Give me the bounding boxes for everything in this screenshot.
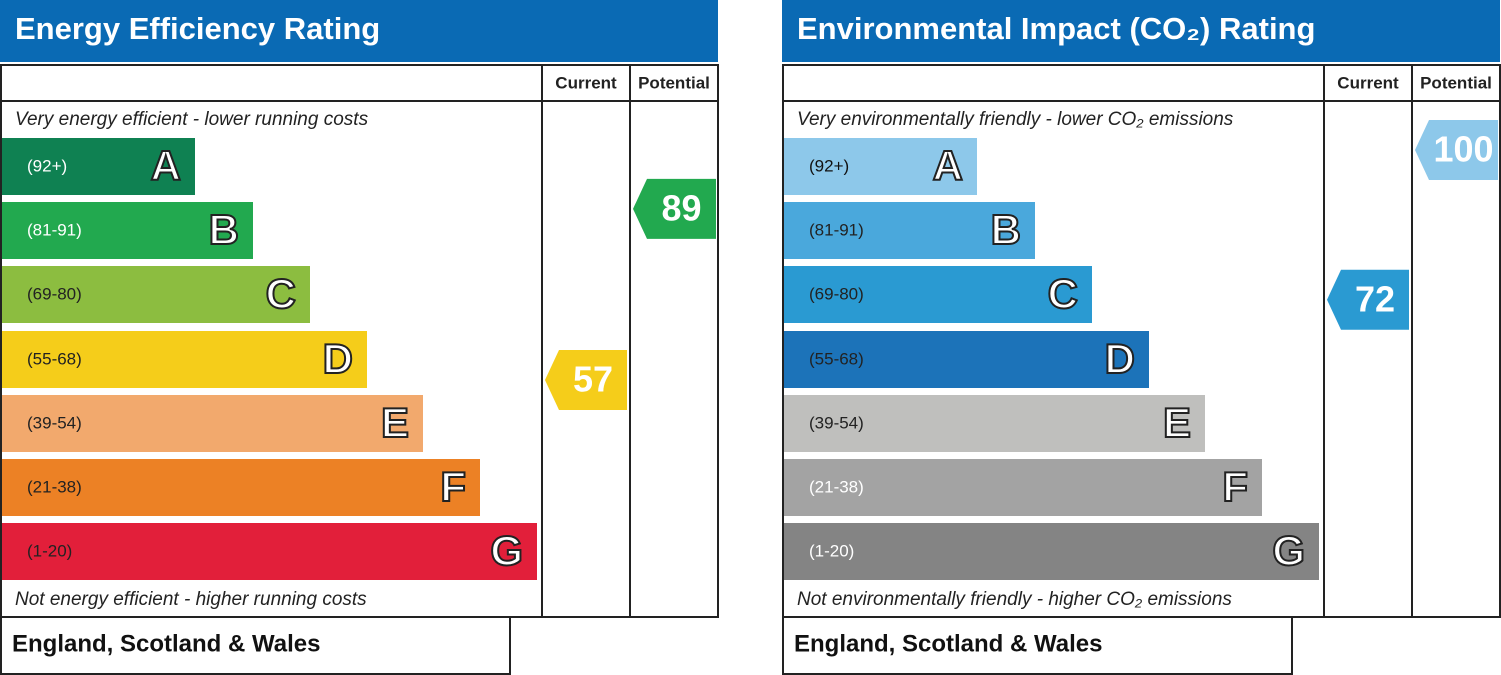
band-letter: E [1163, 399, 1191, 446]
band-range: (39-54) [809, 413, 864, 432]
band-letter: E [381, 399, 409, 446]
footer-box [0, 616, 511, 675]
band-range: (55-68) [27, 349, 82, 368]
rating-value: 100 [1433, 129, 1493, 170]
band-letter: C [266, 270, 296, 317]
band-letter: G [1272, 527, 1305, 574]
column-header: Potential [1420, 73, 1492, 92]
band-letter: C [1048, 270, 1078, 317]
rating-arrow [1415, 120, 1498, 180]
bottom-note: Not environmentally friendly - higher CO… [797, 589, 1232, 610]
band [2, 523, 537, 580]
band-letter: F [440, 463, 466, 510]
band-letter: D [1105, 335, 1135, 382]
band-range: (81-91) [27, 220, 82, 239]
band [784, 523, 1319, 580]
rating-value: 57 [573, 359, 613, 400]
rating-arrow [1327, 269, 1409, 330]
band [784, 266, 1092, 323]
column-header: Current [555, 73, 617, 92]
title-bar [0, 0, 718, 62]
top-note: Very environmentally friendly - lower CO… [797, 109, 1234, 130]
band-range: (92+) [809, 156, 849, 175]
footer: England, Scotland & Wales [794, 630, 1102, 657]
band-range: (81-91) [809, 220, 864, 239]
band-letter: A [933, 142, 963, 189]
band-letter: B [991, 206, 1021, 253]
band-letter: G [490, 527, 523, 574]
rating-value: 72 [1355, 278, 1395, 319]
band-letter: F [1222, 463, 1248, 510]
column-header: Potential [638, 73, 710, 92]
title-bar [782, 0, 1500, 62]
band [784, 331, 1149, 388]
band-range: (55-68) [809, 349, 864, 368]
band-range: (21-38) [809, 477, 864, 496]
band [2, 138, 195, 195]
footer: England, Scotland & Wales [12, 630, 320, 657]
rating-value: 89 [661, 187, 701, 228]
band [784, 138, 977, 195]
rating-arrow [545, 350, 627, 411]
band-range: (1-20) [27, 541, 72, 560]
band-letter: A [151, 142, 181, 189]
bottom-note: Not energy efficient - higher running co… [15, 589, 367, 610]
band-range: (39-54) [27, 413, 82, 432]
band [2, 331, 367, 388]
band-range: (1-20) [809, 541, 854, 560]
band-letter: B [209, 206, 239, 253]
band [784, 395, 1205, 452]
band [784, 202, 1035, 259]
band [2, 202, 253, 259]
column-header: Current [1337, 73, 1399, 92]
band-range: (69-80) [27, 284, 82, 303]
band-range: (21-38) [27, 477, 82, 496]
footer-box [782, 616, 1293, 675]
title: Environmental Impact (CO₂) Rating [797, 11, 1315, 46]
band [2, 266, 310, 323]
band-range: (92+) [27, 156, 67, 175]
band [2, 459, 480, 516]
band [2, 395, 423, 452]
rating-arrow [633, 178, 716, 239]
band-letter: D [323, 335, 353, 382]
title: Energy Efficiency Rating [15, 11, 380, 46]
band [784, 459, 1262, 516]
band-range: (69-80) [809, 284, 864, 303]
top-note: Very energy efficient - lower running co… [15, 109, 369, 130]
